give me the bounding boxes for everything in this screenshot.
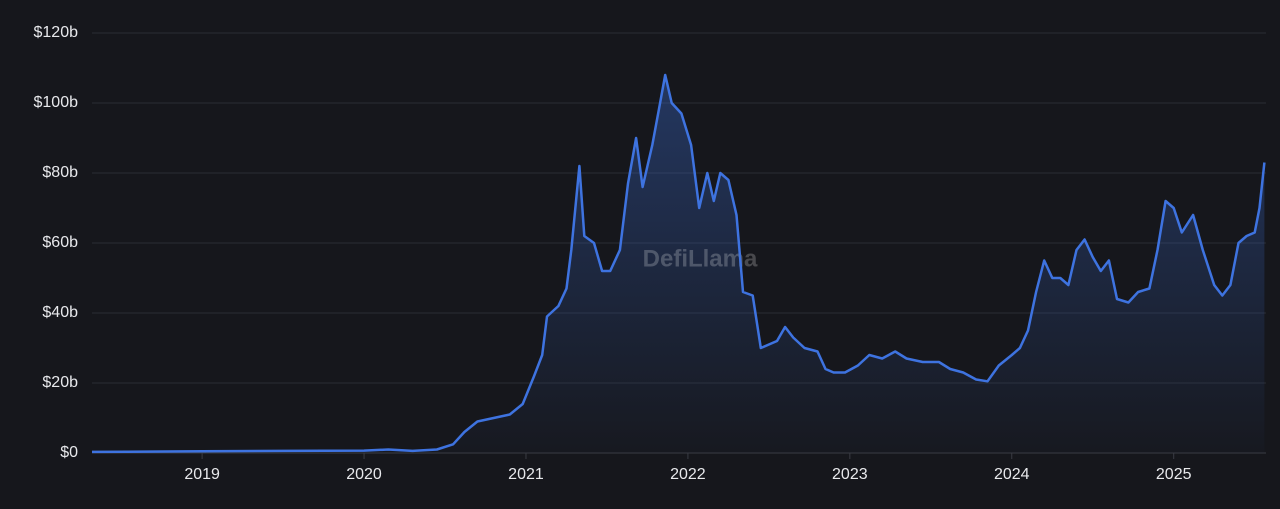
y-tick-label: $40b	[42, 304, 78, 321]
line	[91, 73, 1266, 454]
y-tick-label: $100b	[34, 94, 79, 111]
x-tick-label: 2023	[832, 466, 868, 483]
y-tick-label: $120b	[34, 24, 79, 41]
y-tick-label: $0	[60, 444, 78, 461]
y-tick-label: $60b	[42, 234, 78, 251]
x-tick-label: 2021	[508, 466, 544, 483]
x-tick-label: 2019	[184, 466, 220, 483]
x-tick-label: 2022	[670, 466, 706, 483]
x-tick-label: 2020	[346, 466, 382, 483]
y-tick-label: $20b	[42, 374, 78, 391]
x-tick-label: 2024	[994, 466, 1030, 483]
area	[92, 75, 1265, 453]
y-tick-label: $80b	[42, 164, 78, 181]
x-tick-label: 2025	[1156, 466, 1192, 483]
